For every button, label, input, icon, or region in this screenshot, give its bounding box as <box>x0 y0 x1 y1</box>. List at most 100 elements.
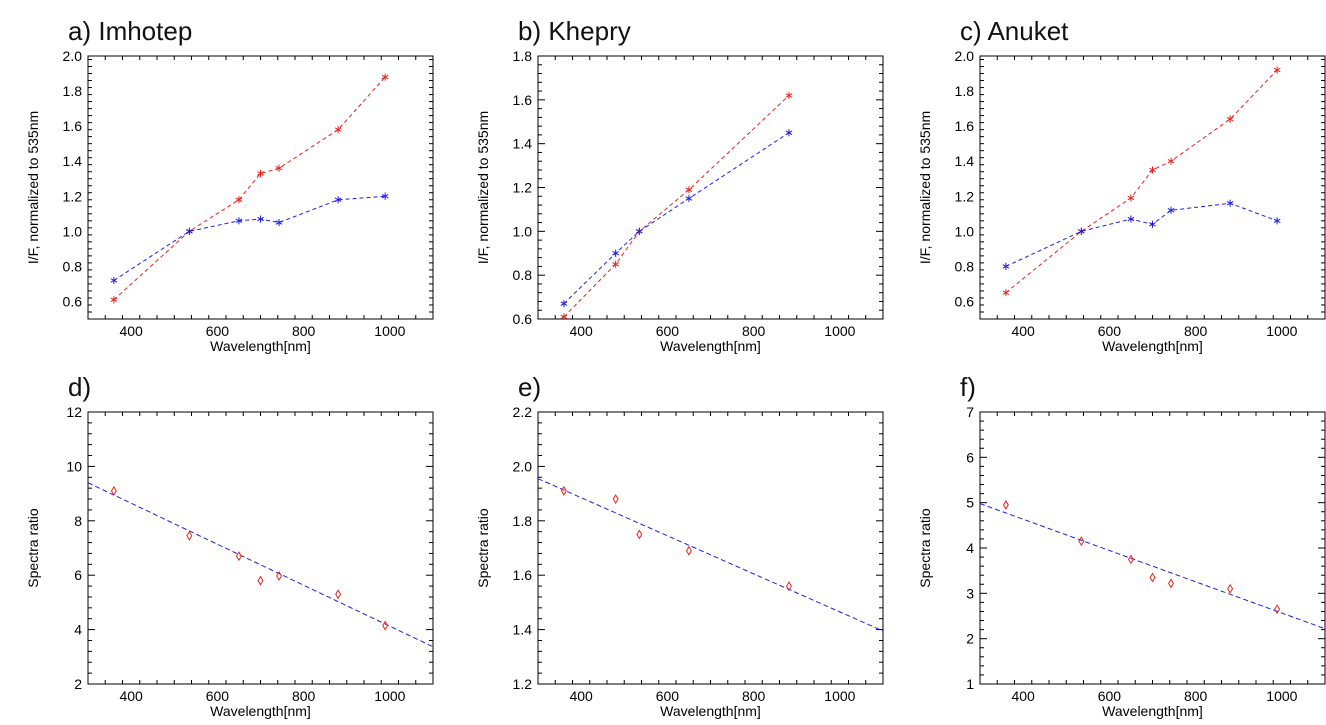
y-tick-label: 4 <box>74 622 82 638</box>
fit-line <box>980 503 1325 630</box>
series-line-1 <box>1005 202 1278 267</box>
data-point-star <box>685 194 693 203</box>
x-tick-label: 1000 <box>374 323 405 339</box>
x-tick-label: 600 <box>1098 323 1122 339</box>
y-tick-label: 6 <box>966 449 974 465</box>
data-point-star <box>110 296 118 304</box>
y-tick-label: 8 <box>74 513 82 529</box>
y-tick-label: 1.4 <box>955 153 975 169</box>
data-point-star <box>1127 194 1135 202</box>
data-point-diamond <box>257 575 264 586</box>
y-tick-label: 1.0 <box>63 223 83 239</box>
y-tick-label: 12 <box>66 404 82 420</box>
fit-line <box>538 478 883 632</box>
y-tick-label: 2.0 <box>955 48 975 64</box>
plot-frame <box>537 411 884 685</box>
data-point-star <box>1273 217 1281 225</box>
y-tick-label: 3 <box>966 585 974 601</box>
x-tick-label: 1000 <box>1266 323 1297 339</box>
x-axis-label: Wavelength[nm] <box>1102 703 1203 719</box>
data-point-diamond <box>335 589 342 600</box>
data-point-star <box>257 215 264 223</box>
plot-area <box>1002 66 1281 297</box>
data-point-star <box>381 192 389 200</box>
y-tick-label: 1.8 <box>513 513 533 529</box>
series-line-0 <box>1005 69 1278 294</box>
data-point-star <box>1077 227 1085 235</box>
y-tick-label: 2.0 <box>513 458 533 474</box>
y-tick-label: 1.6 <box>63 118 83 134</box>
plot-frame <box>979 55 1326 320</box>
x-tick-label: 400 <box>1011 688 1035 704</box>
y-axis-label: I/F, normalized to 535nm <box>475 111 491 264</box>
y-axis-label: I/F, normalized to 535nm <box>917 111 933 264</box>
y-tick-label: 1.2 <box>63 188 83 204</box>
data-point-diamond <box>1149 572 1156 583</box>
data-point-diamond <box>1127 554 1134 565</box>
y-axis-label: Spectra ratio <box>475 508 491 588</box>
x-tick-label: 600 <box>206 323 230 339</box>
y-tick-label: 2 <box>74 676 82 692</box>
y-tick-label: 6 <box>74 567 82 583</box>
y-tick-label: 1.8 <box>63 83 83 99</box>
panel-title: f) <box>960 372 976 402</box>
x-tick-label: 400 <box>569 688 593 704</box>
series-line-1 <box>563 132 790 305</box>
x-axis-label: Wavelength[nm] <box>660 703 761 719</box>
chart-panel-2: c) Anuket 400 600 800 1000 0.6 0.8 1.0 1.2 1.4 1.6… <box>917 16 1326 354</box>
data-point-star <box>1127 215 1135 223</box>
series-line-0 <box>563 95 790 318</box>
x-tick-label: 600 <box>656 688 680 704</box>
data-point-star <box>185 227 193 235</box>
data-point-star <box>1167 206 1175 214</box>
chart-panel-1: b) Khepry 400 600 800 1000 0.6 0.8 1.0 1.2 1.4 1.6… <box>475 16 884 354</box>
x-tick-label: 400 <box>119 323 143 339</box>
x-tick-label: 1000 <box>374 688 405 704</box>
x-tick-label: 400 <box>1011 323 1035 339</box>
y-tick-label: 1.0 <box>955 223 975 239</box>
data-point-star <box>1149 166 1156 174</box>
y-tick-label: 1.6 <box>955 118 975 134</box>
plot-frame <box>537 55 884 320</box>
chart-panel-4: e) 400 600 800 1000 1.2 1.4 1.6 1.8 2.0 2.2 Wavelen… <box>475 372 884 719</box>
panel-title: b) Khepry <box>518 16 631 46</box>
plot-frame <box>87 55 434 320</box>
data-point-star <box>334 196 342 204</box>
y-tick-label: 1.2 <box>513 676 533 692</box>
data-point-star <box>1167 157 1175 165</box>
plot-area <box>538 478 883 632</box>
x-tick-label: 400 <box>569 323 593 339</box>
data-point-diamond <box>382 620 389 631</box>
data-point-star <box>560 300 568 308</box>
data-point-diamond <box>276 571 283 581</box>
data-point-diamond <box>560 485 567 496</box>
data-point-diamond <box>612 494 619 505</box>
y-tick-label: 0.6 <box>63 293 83 309</box>
chart-panel-0: a) Imhotep 400 600 800 1000 0.6 0.8 1.0 1.2 1.4 1.… <box>25 16 434 354</box>
chart-panel-5: f) 400 600 800 1000 1 2 3 4 5 6 7 Wavelength[nm] Spec… <box>917 372 1326 719</box>
data-point-diamond <box>636 529 643 540</box>
y-tick-label: 1.0 <box>513 223 533 239</box>
x-tick-label: 800 <box>292 688 316 704</box>
plot-area <box>560 91 793 319</box>
x-axis-label: Wavelength[nm] <box>210 703 311 719</box>
panel-title: e) <box>518 372 541 402</box>
x-axis-label: Wavelength[nm] <box>1102 338 1203 354</box>
y-tick-label: 2 <box>966 631 974 647</box>
data-point-star <box>1002 262 1010 270</box>
data-point-diamond <box>1078 536 1085 547</box>
x-tick-label: 800 <box>1184 688 1208 704</box>
data-point-star <box>110 276 118 285</box>
y-tick-label: 5 <box>966 495 974 511</box>
data-point-diamond <box>1168 578 1175 589</box>
data-point-diamond <box>235 551 242 562</box>
fit-line <box>88 482 433 648</box>
x-tick-label: 800 <box>742 323 766 339</box>
x-tick-label: 1000 <box>1266 688 1297 704</box>
data-point-star <box>275 218 283 227</box>
data-point-star <box>685 186 693 194</box>
data-point-star <box>257 169 264 178</box>
data-point-star <box>1273 66 1281 74</box>
data-point-star <box>785 91 793 100</box>
